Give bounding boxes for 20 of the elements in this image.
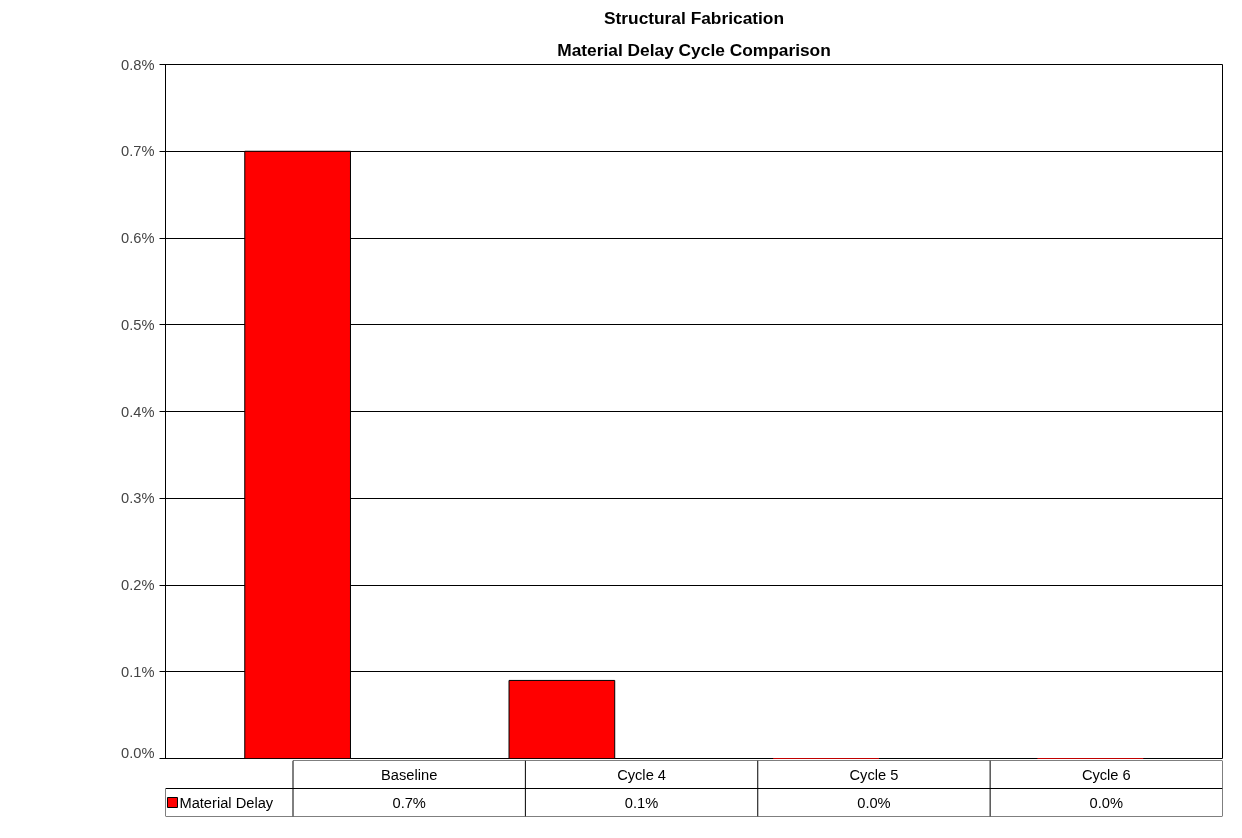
x-tick-label: Cycle 6 [1081, 766, 1131, 783]
data-label: 0.0% [1089, 794, 1124, 811]
data-label: 0.7% [392, 794, 426, 811]
chart-subtitle: Material Delay Cycle Comparison [557, 39, 831, 60]
y-tick-label: 0.5% [121, 316, 155, 333]
x-tick-label: Cycle 5 [849, 766, 899, 783]
y-tick-label: 0.1% [121, 663, 155, 680]
y-tick-label: 0.0% [121, 744, 155, 761]
x-tick-label: Baseline [381, 766, 438, 783]
y-tick-label: 0.3% [121, 490, 155, 507]
x-tick-label: Cycle 4 [617, 766, 667, 783]
data-label: 0.1% [624, 794, 659, 811]
data-label: 0.0% [857, 794, 891, 811]
y-tick-label: 0.4% [121, 403, 155, 420]
y-tick-label: 0.7% [121, 143, 155, 160]
y-tick-label: 0.8% [121, 56, 155, 73]
chart-title: Structural Fabrication [603, 7, 785, 28]
legend-label: Material Delay [179, 794, 274, 811]
y-tick-label: 0.2% [121, 577, 155, 593]
y-tick-label: 0.6% [121, 230, 155, 246]
